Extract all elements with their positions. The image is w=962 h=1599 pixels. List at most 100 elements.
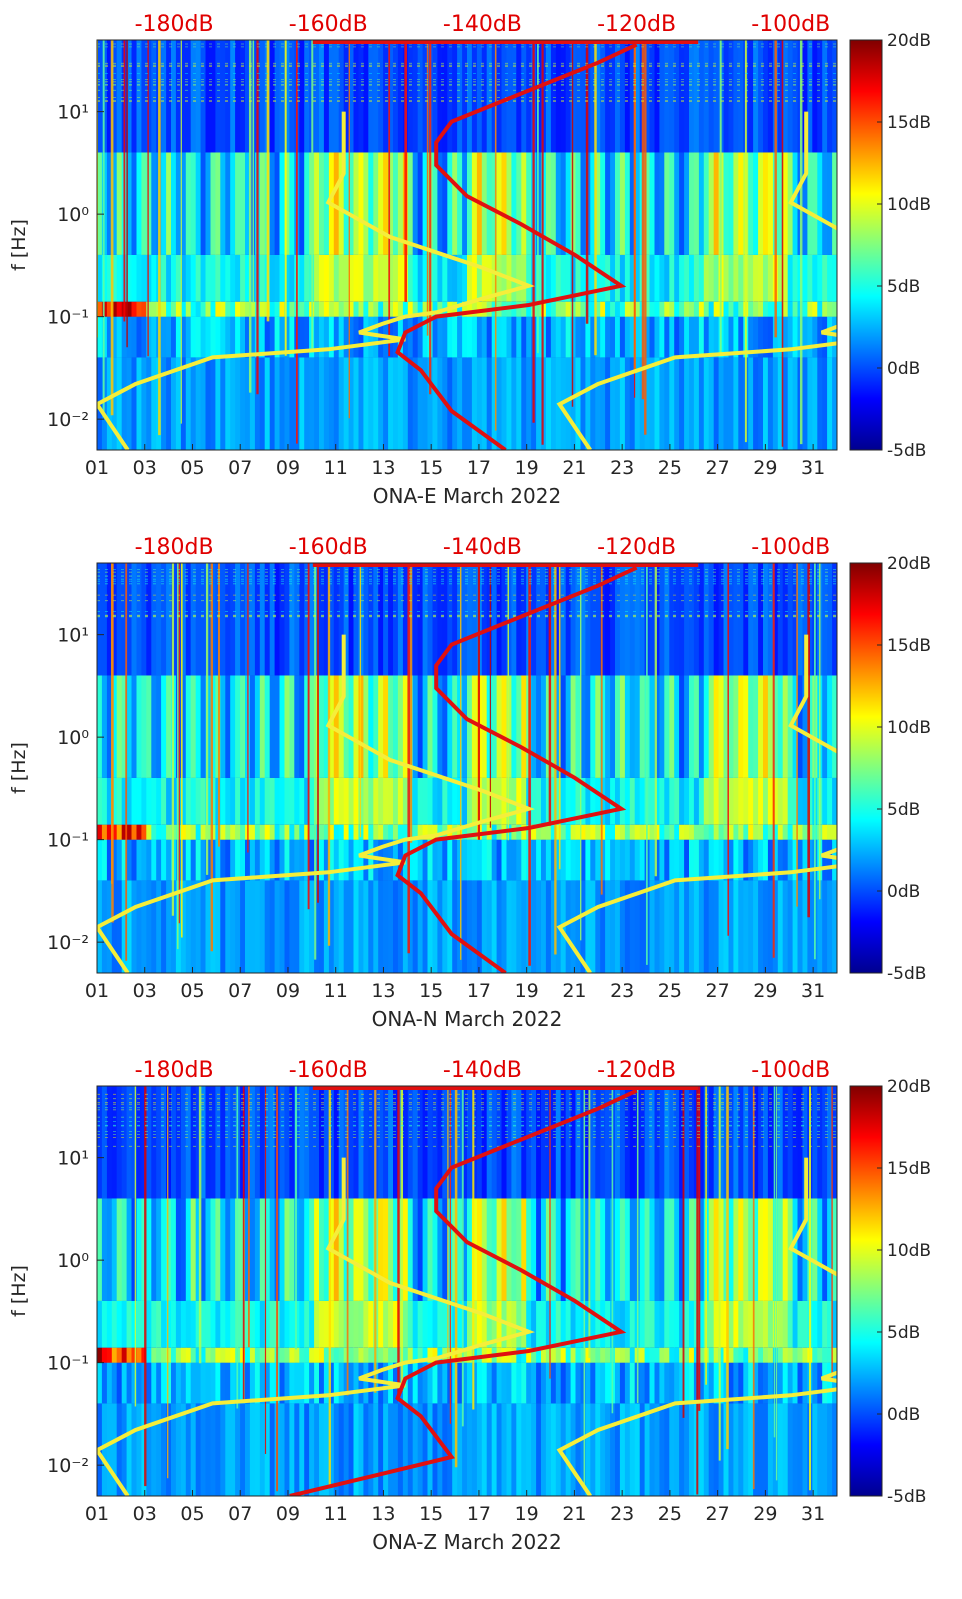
colorbar-tick-label: 15dB	[887, 636, 931, 656]
x-tick-label: 13	[371, 457, 395, 479]
plot-frame	[96, 1085, 838, 1497]
x-tick-label: 07	[228, 980, 252, 1002]
y-axis-label: f [Hz]	[8, 219, 30, 271]
x-tick-label: 09	[276, 457, 300, 479]
colorbar-tick-label: -5dB	[887, 441, 926, 461]
noise-model-curve	[97, 634, 536, 973]
spectrum-curve	[289, 1088, 638, 1496]
x-tick-label: 05	[180, 980, 204, 1002]
x-tick-label: 17	[467, 1503, 491, 1525]
colorbar-tick-label: 5dB	[887, 800, 920, 820]
y-tick-label: 10⁻¹	[47, 1353, 89, 1375]
colorbar-tick-label: 20dB	[887, 554, 931, 574]
top-db-label: -160dB	[289, 1058, 368, 1083]
colorbar-tick-label: 10dB	[887, 1241, 931, 1261]
noise-model-curve	[556, 634, 837, 973]
colorbar-tick-label: 15dB	[887, 113, 931, 133]
x-axis-label: ONA-E March 2022	[373, 484, 561, 508]
y-tick-label: 10¹	[57, 102, 89, 124]
x-tick-label: 11	[324, 457, 348, 479]
spectrum-curve	[395, 42, 638, 450]
top-db-label: -120dB	[597, 535, 676, 560]
x-tick-label: 03	[133, 980, 157, 1002]
y-tick-label: 10⁰	[57, 727, 89, 749]
panel-ona-e: 01 03 05 07 09 11 13 15 17 19 21 23 25 27 29 31 ONA-E Ma…	[8, 12, 931, 508]
top-db-label: -160dB	[289, 12, 368, 37]
top-db-label: -160dB	[289, 535, 368, 560]
colorbar-tick-label: -5dB	[887, 1487, 926, 1507]
y-tick-label: 10⁻²	[47, 1455, 89, 1477]
plot-frame	[96, 562, 838, 974]
x-axis-label: ONA-Z March 2022	[372, 1530, 561, 1554]
x-tick-label: 25	[658, 1503, 682, 1525]
y-axis-label: f [Hz]	[8, 742, 30, 794]
y-tick-label: 10⁰	[57, 204, 89, 226]
x-tick-label: 21	[562, 457, 586, 479]
x-tick-label: 27	[706, 1503, 730, 1525]
panel-ona-z: 01 03 05 07 09 11 13 15 17 19 21 23 25 27 29 31 ONA-Z Ma…	[8, 1058, 931, 1554]
x-tick-label: 25	[658, 980, 682, 1002]
colorbar-tick-label: -5dB	[887, 964, 926, 984]
top-db-label: -140dB	[443, 12, 522, 37]
spectrogram-area	[97, 563, 837, 973]
x-tick-label: 21	[562, 1503, 586, 1525]
colorbar-tick-label: 0dB	[887, 882, 920, 902]
colorbar	[849, 562, 883, 974]
colorbar	[849, 39, 883, 451]
x-tick-label: 23	[610, 1503, 634, 1525]
y-axis-label: f [Hz]	[8, 1265, 30, 1317]
x-tick-label: 11	[324, 1503, 348, 1525]
x-tick-label: 19	[515, 457, 539, 479]
y-tick-label: 10⁻²	[47, 409, 89, 431]
noise-model-curve	[556, 111, 837, 450]
x-tick-label: 01	[85, 457, 109, 479]
x-tick-label: 09	[276, 1503, 300, 1525]
x-tick-label: 25	[658, 457, 682, 479]
colorbar-tick-label: 0dB	[887, 359, 920, 379]
top-db-label: -100dB	[751, 1058, 830, 1083]
x-tick-label: 03	[133, 1503, 157, 1525]
noise-model-curve	[556, 1157, 837, 1496]
noise-model-curve	[97, 111, 536, 450]
x-tick-label: 09	[276, 980, 300, 1002]
colorbar-tick-label: 5dB	[887, 1323, 920, 1343]
x-tick-label: 05	[180, 457, 204, 479]
colorbar-tick-label: 10dB	[887, 718, 931, 738]
x-tick-label: 31	[801, 457, 825, 479]
spectrum-curve	[395, 565, 638, 973]
x-tick-label: 01	[85, 980, 109, 1002]
x-tick-label: 15	[419, 457, 443, 479]
colorbar-tick-label: 15dB	[887, 1159, 931, 1179]
top-db-label: -120dB	[597, 1058, 676, 1083]
x-tick-label: 07	[228, 457, 252, 479]
top-db-label: -120dB	[597, 12, 676, 37]
panel-ona-n: 01 03 05 07 09 11 13 15 17 19 21 23 25 27 29 31 ONA-N Ma…	[8, 535, 931, 1031]
x-tick-label: 21	[562, 980, 586, 1002]
x-tick-label: 01	[85, 1503, 109, 1525]
colorbar-tick-label: 10dB	[887, 195, 931, 215]
y-tick-label: 10⁰	[57, 1250, 89, 1272]
y-tick-label: 10¹	[57, 625, 89, 647]
x-tick-label: 11	[324, 980, 348, 1002]
x-tick-label: 27	[706, 457, 730, 479]
y-tick-label: 10¹	[57, 1148, 89, 1170]
x-axis-label: ONA-N March 2022	[372, 1007, 563, 1031]
top-db-label: -180dB	[135, 535, 214, 560]
colorbar	[849, 1085, 883, 1497]
colorbar-tick-label: 5dB	[887, 277, 920, 297]
top-db-label: -180dB	[135, 1058, 214, 1083]
top-db-label: -140dB	[443, 1058, 522, 1083]
plot-frame	[96, 39, 838, 451]
x-tick-label: 15	[419, 1503, 443, 1525]
y-tick-label: 10⁻¹	[47, 307, 89, 329]
x-tick-label: 29	[753, 1503, 777, 1525]
spectrogram-area	[97, 1086, 837, 1496]
x-tick-label: 13	[371, 1503, 395, 1525]
x-tick-label: 07	[228, 1503, 252, 1525]
x-tick-label: 19	[515, 980, 539, 1002]
colorbar-tick-label: 20dB	[887, 31, 931, 51]
x-tick-label: 29	[753, 457, 777, 479]
x-tick-label: 23	[610, 457, 634, 479]
x-tick-label: 29	[753, 980, 777, 1002]
